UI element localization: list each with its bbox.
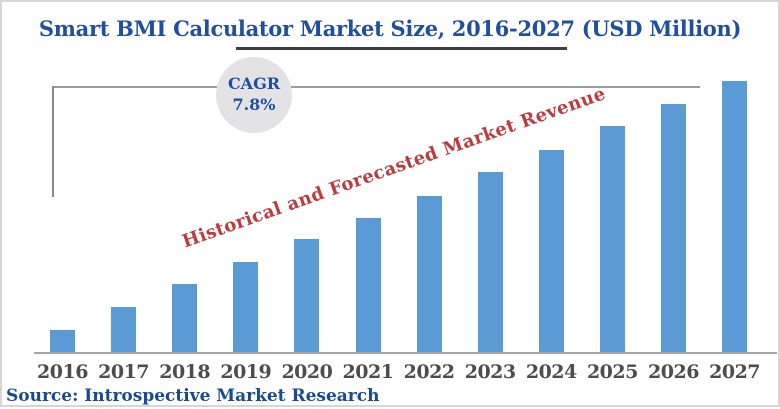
x-axis-label-2027: 2027 [709, 361, 761, 383]
x-axis-label-2019: 2019 [220, 361, 272, 383]
bar-2022 [416, 196, 442, 354]
bar-2020 [294, 239, 320, 354]
bar-2026 [661, 104, 686, 354]
cagr-callout-vertical-line [52, 86, 54, 197]
cagr-badge: CAGR 7.8% [216, 57, 292, 133]
x-axis-label-2025: 2025 [586, 361, 638, 383]
bar-2019 [233, 262, 259, 354]
bar-2023 [477, 172, 503, 354]
x-axis-line [34, 352, 777, 354]
x-axis-label-2023: 2023 [464, 361, 516, 383]
cagr-badge-value: 7.8% [232, 95, 276, 114]
x-axis-label-2026: 2026 [648, 361, 699, 383]
bar-2027 [722, 81, 748, 354]
x-axis-label-2020: 2020 [281, 361, 333, 383]
cagr-callout-horizontal-line [52, 86, 700, 88]
chart-title: Smart BMI Calculator Market Size, 2016-2… [38, 16, 742, 41]
bar-2024 [538, 150, 564, 354]
cagr-badge-label: CAGR [227, 74, 281, 94]
title-underline [236, 47, 567, 50]
x-axis-label-2021: 2021 [342, 361, 394, 383]
x-axis-label-2024: 2024 [525, 361, 577, 383]
x-axis-label-2022: 2022 [403, 361, 455, 383]
x-axis-label-2017: 2017 [98, 361, 150, 383]
x-axis-label-2016: 2016 [37, 361, 88, 383]
bar-2021 [355, 218, 381, 354]
source-attribution: Source: Introspective Market Research [6, 386, 380, 406]
bar-2018 [172, 284, 198, 354]
bar-2025 [599, 126, 625, 354]
x-axis-label-2018: 2018 [159, 361, 211, 383]
bar-2017 [111, 307, 137, 354]
bar-2016 [50, 330, 75, 354]
